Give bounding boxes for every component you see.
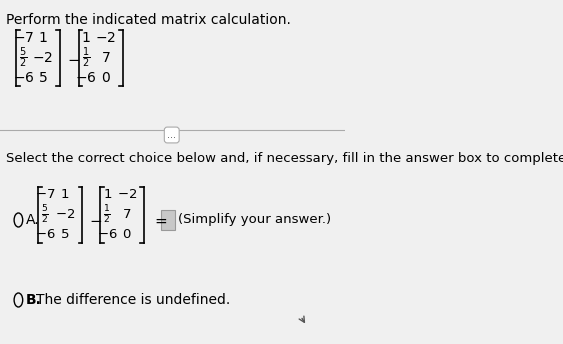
Text: $-7$: $-7$ bbox=[35, 189, 56, 202]
Text: The difference is undefined.: The difference is undefined. bbox=[35, 293, 230, 307]
Text: $-6$: $-6$ bbox=[97, 228, 118, 241]
FancyBboxPatch shape bbox=[162, 210, 175, 230]
Text: $0$: $0$ bbox=[101, 71, 110, 85]
Text: $\frac{5}{2}$: $\frac{5}{2}$ bbox=[19, 46, 28, 70]
Text: $=$: $=$ bbox=[151, 213, 168, 227]
Text: Perform the indicated matrix calculation.: Perform the indicated matrix calculation… bbox=[6, 13, 291, 27]
Text: $-$: $-$ bbox=[68, 51, 81, 65]
Text: Select the correct choice below and, if necessary, fill in the answer box to com: Select the correct choice below and, if … bbox=[6, 152, 563, 165]
Text: $-6$: $-6$ bbox=[35, 228, 56, 241]
Text: $-6$: $-6$ bbox=[75, 71, 97, 85]
Text: (Simplify your answer.): (Simplify your answer.) bbox=[178, 214, 332, 226]
Text: $1$: $1$ bbox=[60, 189, 70, 202]
Text: $1$: $1$ bbox=[102, 189, 112, 202]
Text: $-6$: $-6$ bbox=[12, 71, 34, 85]
Text: $\frac{1}{2}$: $\frac{1}{2}$ bbox=[104, 204, 111, 226]
Text: $-7$: $-7$ bbox=[13, 31, 34, 45]
Text: $5$: $5$ bbox=[38, 71, 48, 85]
Text: ...: ... bbox=[167, 130, 176, 140]
Text: A.: A. bbox=[26, 213, 39, 227]
Text: $7$: $7$ bbox=[101, 51, 110, 65]
Text: $-2$: $-2$ bbox=[117, 189, 137, 202]
Text: $-2$: $-2$ bbox=[95, 31, 116, 45]
Text: B.: B. bbox=[26, 293, 42, 307]
Text: $-2$: $-2$ bbox=[33, 51, 53, 65]
Text: $-2$: $-2$ bbox=[55, 208, 75, 222]
Text: $1$: $1$ bbox=[38, 31, 48, 45]
Text: $\frac{5}{2}$: $\frac{5}{2}$ bbox=[42, 204, 50, 226]
Text: $0$: $0$ bbox=[122, 228, 132, 241]
Text: $-$: $-$ bbox=[89, 213, 102, 227]
Text: $\frac{1}{2}$: $\frac{1}{2}$ bbox=[82, 46, 90, 70]
Text: $1$: $1$ bbox=[81, 31, 91, 45]
Text: $5$: $5$ bbox=[60, 228, 70, 241]
Text: $7$: $7$ bbox=[122, 208, 132, 222]
